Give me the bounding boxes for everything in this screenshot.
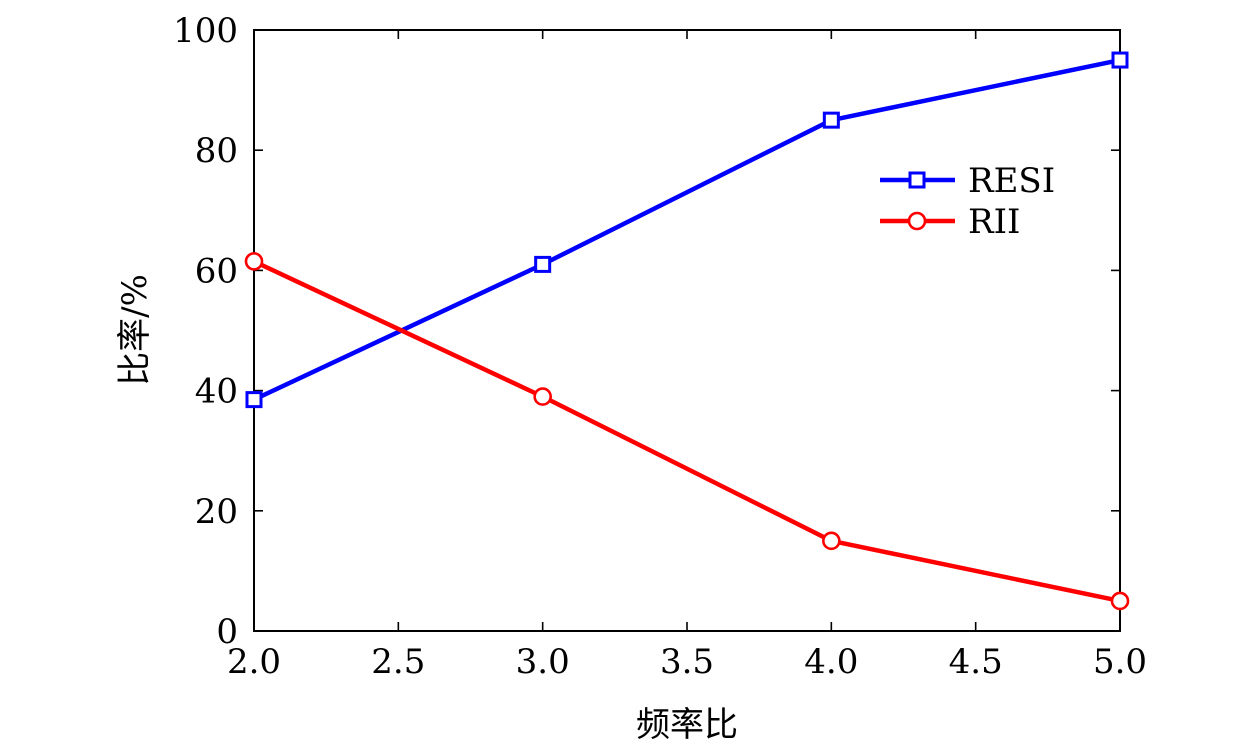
- legend-marker-rii: [907, 211, 927, 231]
- series-line-rii: [253, 259, 1121, 604]
- data-point-resi: [534, 255, 552, 273]
- series-line-resi: [253, 57, 1121, 402]
- x-tick-label: 3.0: [516, 642, 570, 682]
- legend-marker-resi: [908, 171, 926, 189]
- y-tick-label: 100: [173, 11, 238, 51]
- y-tick-label: 60: [195, 251, 238, 291]
- data-point-rii: [533, 387, 552, 406]
- data-point-resi: [822, 111, 840, 129]
- legend-label-rii: RII: [968, 202, 1020, 242]
- x-axis-title: 频率比: [636, 705, 738, 745]
- axis-ticks: 2.0 2.5 3.0 3.5 4.0 4.5 5.0 0 20 40 60 80 100: [173, 11, 1147, 682]
- data-point-rii: [244, 252, 264, 271]
- x-tick-label: 2.0: [227, 642, 281, 682]
- y-tick-label: 40: [195, 372, 238, 412]
- x-tick-label: 4.0: [804, 642, 858, 682]
- x-tick-label: 2.5: [371, 642, 425, 682]
- data-point-resi: [245, 391, 263, 409]
- x-tick-label: 3.5: [660, 642, 714, 682]
- x-tick-label: 4.5: [949, 642, 1003, 682]
- y-tick-label: 0: [216, 612, 238, 652]
- data-point-resi: [1111, 51, 1129, 69]
- legend-label-resi: RESI: [968, 161, 1055, 201]
- x-tick-label: 5.0: [1093, 642, 1147, 682]
- y-tick-label: 20: [195, 492, 238, 532]
- data-point-rii: [822, 531, 841, 551]
- y-axis-title: 比率/%: [115, 274, 155, 386]
- data-point-rii: [1110, 591, 1130, 611]
- y-tick-label: 80: [195, 131, 238, 171]
- plot-frame: [253, 29, 1121, 632]
- series-layer: [244, 51, 1130, 611]
